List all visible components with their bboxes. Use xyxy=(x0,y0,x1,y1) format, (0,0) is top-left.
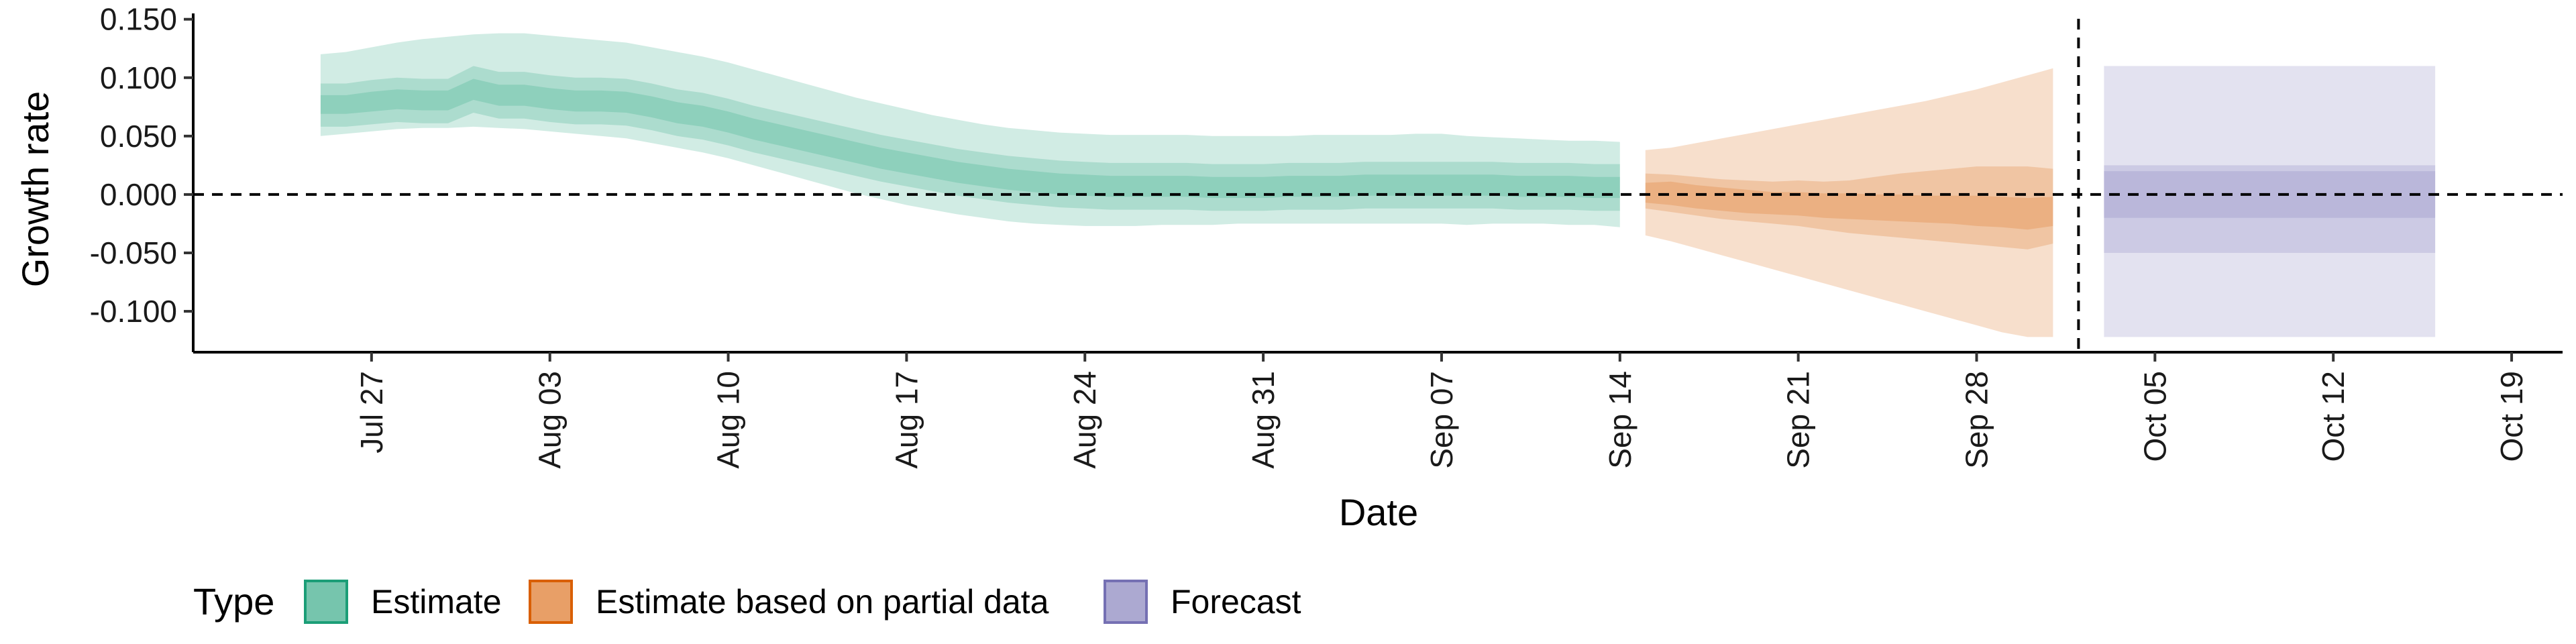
estimate-based-on-partial-data-ci50-band xyxy=(1645,166,2053,250)
x-tick-label: Aug 24 xyxy=(1067,371,1102,469)
x-tick-label: Jul 27 xyxy=(354,371,389,453)
x-tick-label: Sep 21 xyxy=(1781,371,1816,469)
x-axis-title: Date xyxy=(1339,491,1418,533)
legend-key xyxy=(1104,580,1148,624)
x-tick-label: Oct 05 xyxy=(2137,371,2172,462)
legend-key xyxy=(304,580,348,624)
y-tick-label: 0.100 xyxy=(100,60,177,95)
legend: Type Estimate Estimate based on partial da… xyxy=(193,580,1301,624)
axes: -0.100 -0.050 0.000 0.050 0.100 0.150 Jul 27 Au… xyxy=(90,2,2563,469)
y-tick-label: -0.100 xyxy=(90,294,177,329)
x-tick-label: Oct 19 xyxy=(2494,371,2529,462)
y-axis-title: Growth rate xyxy=(14,91,56,288)
x-tick-label: Sep 07 xyxy=(1424,371,1459,469)
credible-interval-bands xyxy=(320,33,2436,337)
estimate-based-on-partial-data-ci90-band xyxy=(1645,68,2053,337)
y-tick-label: 0.050 xyxy=(100,119,177,154)
y-tick-label: -0.050 xyxy=(90,235,177,270)
forecast-ci90-band xyxy=(2104,66,2436,337)
estimate-ci90-band xyxy=(320,33,1620,227)
x-tick-label: Aug 31 xyxy=(1246,371,1281,469)
legend-item: Estimate xyxy=(304,580,502,624)
x-tick-label: Aug 17 xyxy=(889,371,924,469)
x-tick-label: Sep 28 xyxy=(1960,371,1994,469)
legend-label: Forecast xyxy=(1171,583,1301,621)
legend-key xyxy=(529,580,573,624)
legend-item: Forecast xyxy=(1104,580,1301,624)
legend-label: Estimate based on partial data xyxy=(596,583,1049,621)
y-tick-label: 0.150 xyxy=(100,2,177,37)
estimate-based-on-partial-data-ci20-band xyxy=(1645,181,2053,230)
reference-lines xyxy=(193,19,2563,352)
forecast-ci50-band xyxy=(2104,165,2436,253)
x-tick-label: Aug 03 xyxy=(533,371,568,469)
x-tick-label: Oct 12 xyxy=(2316,371,2351,462)
x-tick-label: Sep 14 xyxy=(1603,371,1638,469)
estimate-ci50-band xyxy=(320,66,1620,211)
y-tick-label: 0.000 xyxy=(100,177,177,212)
x-tick-label: Aug 10 xyxy=(711,371,746,469)
legend-label: Estimate xyxy=(371,583,502,621)
legend-title: Type xyxy=(193,580,274,623)
legend-item: Estimate based on partial data xyxy=(529,580,1049,624)
estimate-ci20-band xyxy=(320,78,1620,199)
